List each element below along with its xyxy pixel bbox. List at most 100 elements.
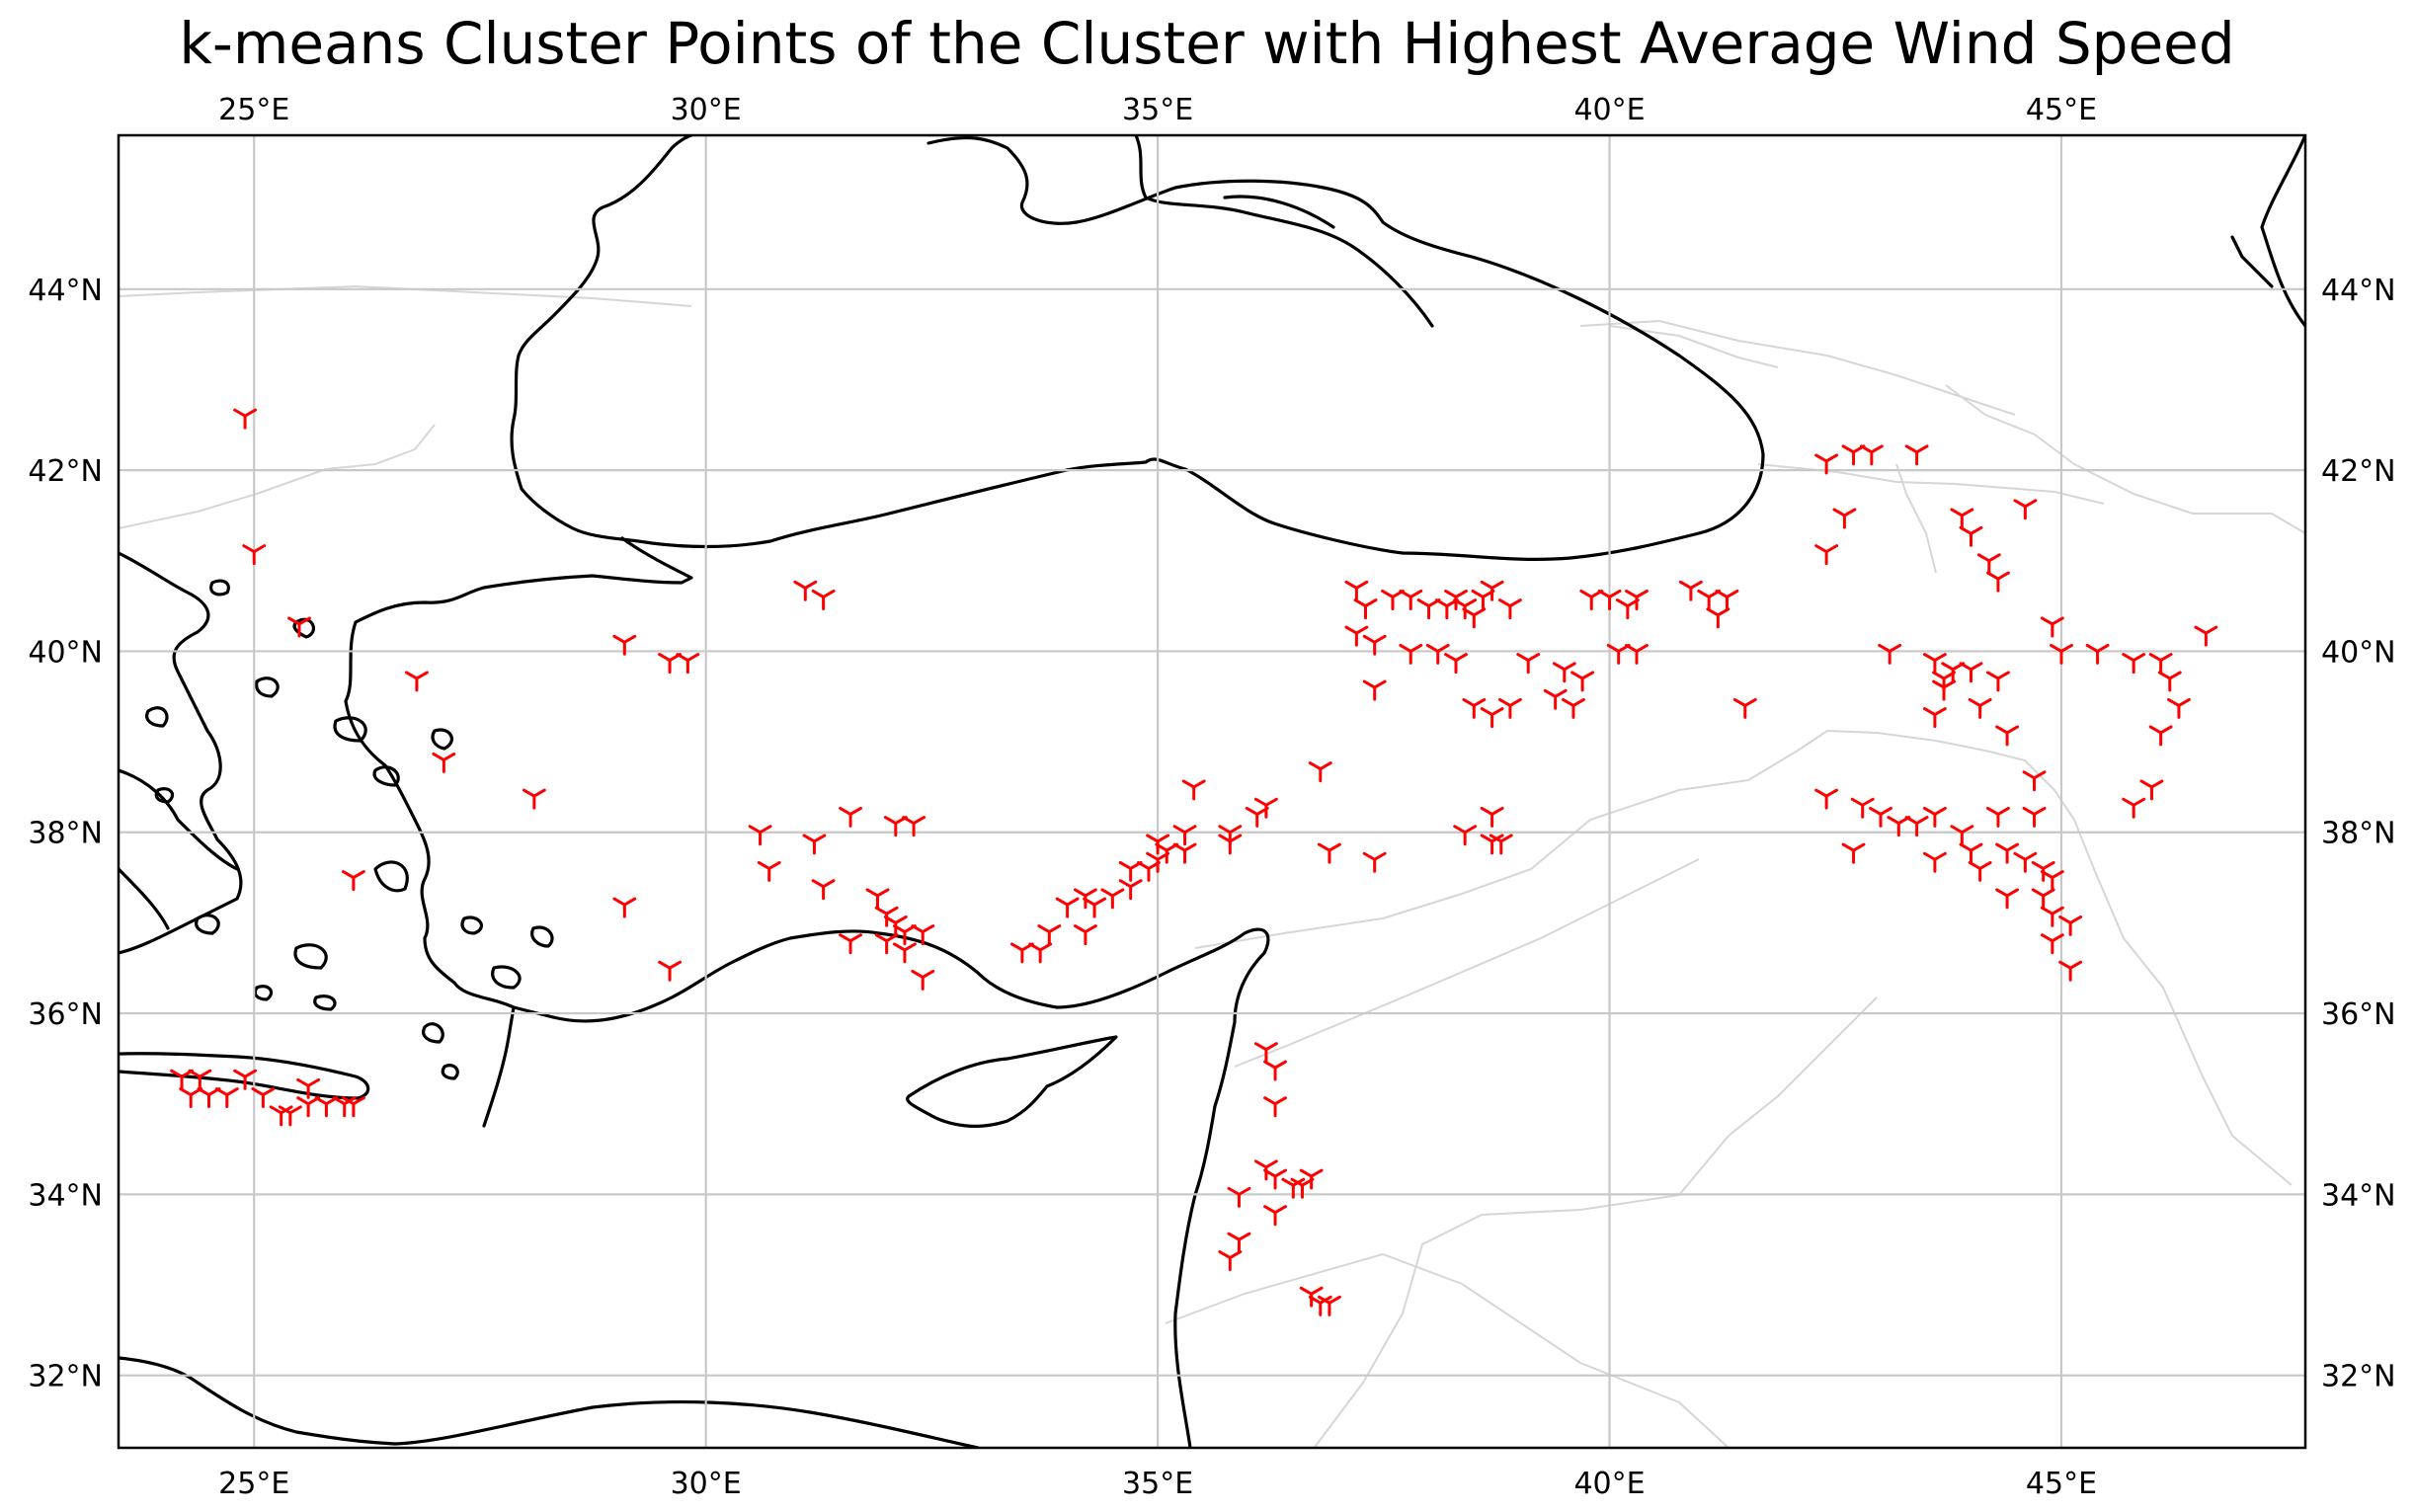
cluster-point xyxy=(748,825,772,846)
cluster-point xyxy=(2166,697,2191,719)
cluster-point xyxy=(1841,842,1866,864)
cluster-point xyxy=(1579,589,1604,610)
cluster-point xyxy=(1263,1096,1287,1118)
cluster-point xyxy=(793,580,818,601)
x-tick-label-top: 25°E xyxy=(218,93,289,127)
cluster-point xyxy=(865,888,890,910)
x-tick-label-bottom: 40°E xyxy=(1573,1467,1645,1501)
cluster-point xyxy=(1362,634,1387,656)
cluster-point xyxy=(1362,679,1387,701)
cluster-point xyxy=(874,906,899,927)
cluster-point xyxy=(1732,697,1757,719)
cluster-point xyxy=(1227,1232,1251,1253)
cluster-point xyxy=(1253,797,1278,819)
cluster-point xyxy=(1308,761,1332,783)
y-tick-label-right: 38°N xyxy=(2321,817,2396,851)
cluster-point xyxy=(1850,797,1875,819)
x-tick-label-top: 40°E xyxy=(1573,93,1645,127)
cluster-point xyxy=(1841,444,1866,466)
cluster-point xyxy=(1878,643,1902,665)
cluster-point xyxy=(1399,643,1423,665)
cluster-point xyxy=(1995,725,2020,747)
cluster-point xyxy=(658,960,683,982)
cluster-point xyxy=(2148,653,2173,675)
cluster-point xyxy=(1118,879,1143,901)
y-tick-label-right: 36°N xyxy=(2321,997,2396,1032)
cluster-point xyxy=(1995,888,2020,910)
cluster-point xyxy=(1497,697,1522,719)
cluster-point xyxy=(1480,834,1504,855)
cluster-point xyxy=(1706,607,1731,629)
cluster-point xyxy=(911,924,935,946)
cluster-point xyxy=(1263,1168,1287,1190)
cluster-point xyxy=(1516,653,1541,675)
cluster-point xyxy=(2022,806,2047,828)
cluster-point xyxy=(233,408,258,430)
cluster-point xyxy=(214,1087,239,1109)
cluster-point xyxy=(2040,870,2064,892)
cluster-point xyxy=(1959,842,1983,864)
cluster-point xyxy=(2031,860,2055,882)
cluster-point xyxy=(314,1096,339,1118)
cluster-point xyxy=(2040,616,2064,638)
cluster-point xyxy=(1678,580,1703,601)
cluster-point xyxy=(2122,653,2146,675)
cluster-point xyxy=(269,1105,293,1127)
cluster-point xyxy=(1317,842,1341,864)
y-tick-label-right: 40°N xyxy=(2321,635,2396,670)
cluster-point xyxy=(1597,589,1622,610)
cluster-point xyxy=(1832,508,1857,529)
y-tick-label-right: 42°N xyxy=(2321,454,2396,489)
coastlines xyxy=(119,135,2305,1448)
cluster-point xyxy=(522,788,546,810)
cluster-point xyxy=(1444,653,1468,675)
cluster-point xyxy=(1968,697,1992,719)
cluster-point xyxy=(1181,779,1206,801)
cluster-point xyxy=(1950,508,1974,529)
cluster-point xyxy=(1073,924,1097,946)
country-borders xyxy=(119,285,2305,1448)
cluster-point xyxy=(1253,1042,1278,1064)
cluster-point xyxy=(1615,598,1640,620)
cluster-point xyxy=(676,653,700,675)
cluster-point xyxy=(1172,842,1197,864)
cluster-point xyxy=(757,860,781,882)
cluster-points xyxy=(170,408,2218,1316)
cluster-point xyxy=(1353,598,1378,620)
cluster-point xyxy=(332,1096,357,1118)
cluster-point xyxy=(296,1077,321,1099)
cluster-point xyxy=(1904,816,1929,837)
plot-frame xyxy=(117,133,2307,1450)
cluster-point xyxy=(1434,598,1459,620)
cluster-point xyxy=(2050,643,2073,665)
cluster-point xyxy=(1625,643,1649,665)
cluster-point xyxy=(1028,942,1053,964)
cluster-point xyxy=(1697,589,1722,610)
cluster-point xyxy=(404,671,429,692)
cluster-point xyxy=(1146,834,1170,855)
cluster-point xyxy=(612,897,637,918)
cluster-point xyxy=(1562,697,1585,719)
x-tick-label-top: 35°E xyxy=(1122,93,1193,127)
cluster-point xyxy=(242,544,267,566)
cluster-point xyxy=(1263,1060,1287,1081)
cluster-point xyxy=(911,969,935,991)
cluster-point xyxy=(902,816,926,837)
cluster-point xyxy=(2058,960,2083,982)
cluster-point xyxy=(341,1096,365,1118)
y-tick-label-left: 34°N xyxy=(28,1178,103,1213)
cluster-point xyxy=(1100,888,1125,910)
cluster-point xyxy=(1859,444,1884,466)
cluster-point xyxy=(1497,598,1522,620)
cluster-point xyxy=(1172,825,1197,846)
cluster-point xyxy=(1959,525,1983,547)
map-area xyxy=(119,135,2305,1448)
cluster-point xyxy=(1344,580,1369,601)
y-tick-label-left: 38°N xyxy=(28,817,103,851)
cluster-point xyxy=(251,1087,276,1109)
cluster-point xyxy=(1976,553,2001,575)
cluster-point xyxy=(2031,888,2055,910)
cluster-point xyxy=(811,589,836,610)
cluster-point xyxy=(1425,643,1450,665)
